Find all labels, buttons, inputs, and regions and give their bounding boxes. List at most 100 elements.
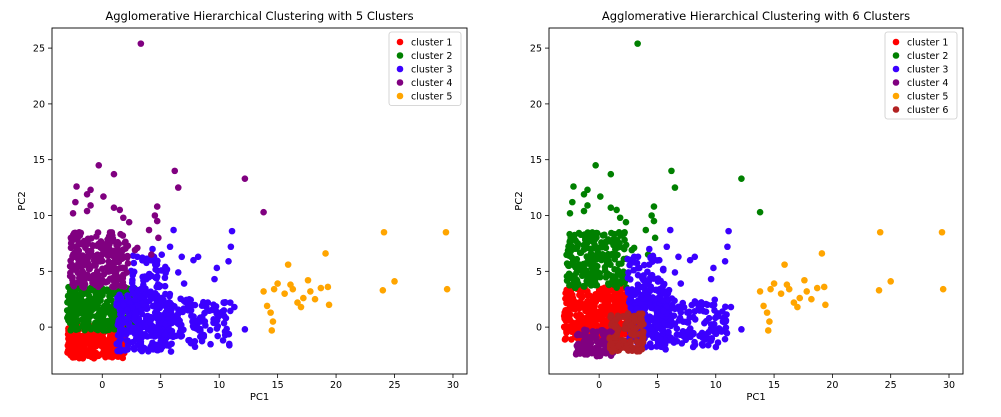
data-point [307, 288, 314, 295]
data-point [113, 240, 120, 247]
data-point [691, 341, 699, 349]
data-point [220, 319, 228, 327]
data-point [636, 264, 643, 272]
data-point [82, 319, 90, 326]
data-point [621, 236, 628, 244]
data-point [227, 299, 234, 306]
data-point [574, 243, 581, 251]
y-tick-label: 15 [33, 155, 45, 166]
data-point [648, 271, 656, 279]
data-point [820, 283, 828, 291]
data-point [671, 269, 679, 276]
data-point [725, 227, 732, 235]
data-point [710, 301, 718, 309]
data-point [566, 303, 574, 311]
data-point [634, 284, 642, 292]
data-point [201, 318, 209, 325]
data-point [593, 352, 601, 360]
data-point [139, 254, 146, 262]
data-point [100, 193, 107, 200]
y-tick-label: 20 [530, 99, 542, 110]
data-point [269, 318, 277, 325]
data-point [73, 334, 80, 342]
series-cluster-6 [606, 310, 647, 355]
y-tick-label: 0 [39, 323, 45, 334]
x-tick-label: 0 [99, 380, 105, 391]
y-tick-label: 20 [33, 99, 45, 110]
data-point [587, 246, 595, 253]
data-point [763, 309, 771, 316]
data-point [260, 208, 267, 216]
data-point [625, 298, 633, 306]
data-point [647, 304, 655, 311]
data-point [621, 229, 628, 236]
data-point [567, 248, 574, 255]
data-point [722, 303, 729, 311]
data-point [586, 315, 593, 323]
data-point [158, 251, 166, 259]
data-point [764, 327, 772, 334]
data-point [625, 347, 632, 354]
data-point [631, 259, 638, 266]
data-point [625, 269, 632, 276]
data-point [566, 209, 574, 217]
data-point [124, 346, 131, 353]
data-point [110, 260, 117, 267]
data-point [93, 339, 100, 347]
data-point [591, 281, 599, 289]
data-point [567, 297, 574, 305]
data-point [629, 289, 637, 296]
data-point [657, 335, 664, 343]
data-point [151, 323, 158, 331]
data-point [630, 253, 638, 261]
data-point [84, 339, 91, 347]
data-point [607, 204, 615, 211]
data-point [572, 312, 580, 319]
data-point [77, 271, 85, 279]
data-point [585, 349, 593, 356]
data-point [263, 302, 271, 310]
data-point [317, 284, 325, 292]
y-tick-label: 5 [39, 267, 45, 278]
data-point [620, 337, 628, 344]
data-point [322, 250, 329, 257]
data-point [634, 271, 642, 279]
data-point [143, 259, 150, 267]
data-point [584, 298, 591, 305]
data-point [227, 243, 235, 251]
data-point [120, 253, 127, 260]
data-point [568, 328, 576, 336]
data-point [129, 283, 137, 291]
data-point [766, 318, 773, 325]
y-tick-label: 5 [536, 267, 542, 278]
data-point [612, 274, 619, 282]
chart-title: Agglomerative Hierarchical Clustering wi… [105, 9, 413, 23]
data-point [613, 300, 621, 308]
data-point [610, 235, 618, 243]
data-point [601, 342, 609, 350]
data-point [571, 236, 579, 243]
data-point [578, 346, 585, 353]
data-point [123, 269, 130, 276]
data-point [660, 307, 668, 315]
data-point [183, 296, 190, 304]
data-point [678, 340, 686, 347]
data-point [117, 282, 125, 290]
data-point [379, 286, 387, 294]
data-point [129, 290, 137, 297]
data-point [607, 170, 615, 178]
data-point [311, 295, 319, 303]
data-point [598, 285, 605, 293]
data-point [119, 274, 127, 282]
y-tick-label: 25 [530, 44, 542, 55]
legend-label: cluster 3 [907, 65, 948, 76]
data-point [644, 294, 651, 301]
data-point [85, 291, 93, 299]
data-point [100, 302, 108, 310]
data-point [570, 261, 577, 269]
data-point [677, 280, 685, 287]
data-point [83, 191, 91, 198]
data-point [719, 308, 726, 315]
data-point [659, 343, 666, 351]
